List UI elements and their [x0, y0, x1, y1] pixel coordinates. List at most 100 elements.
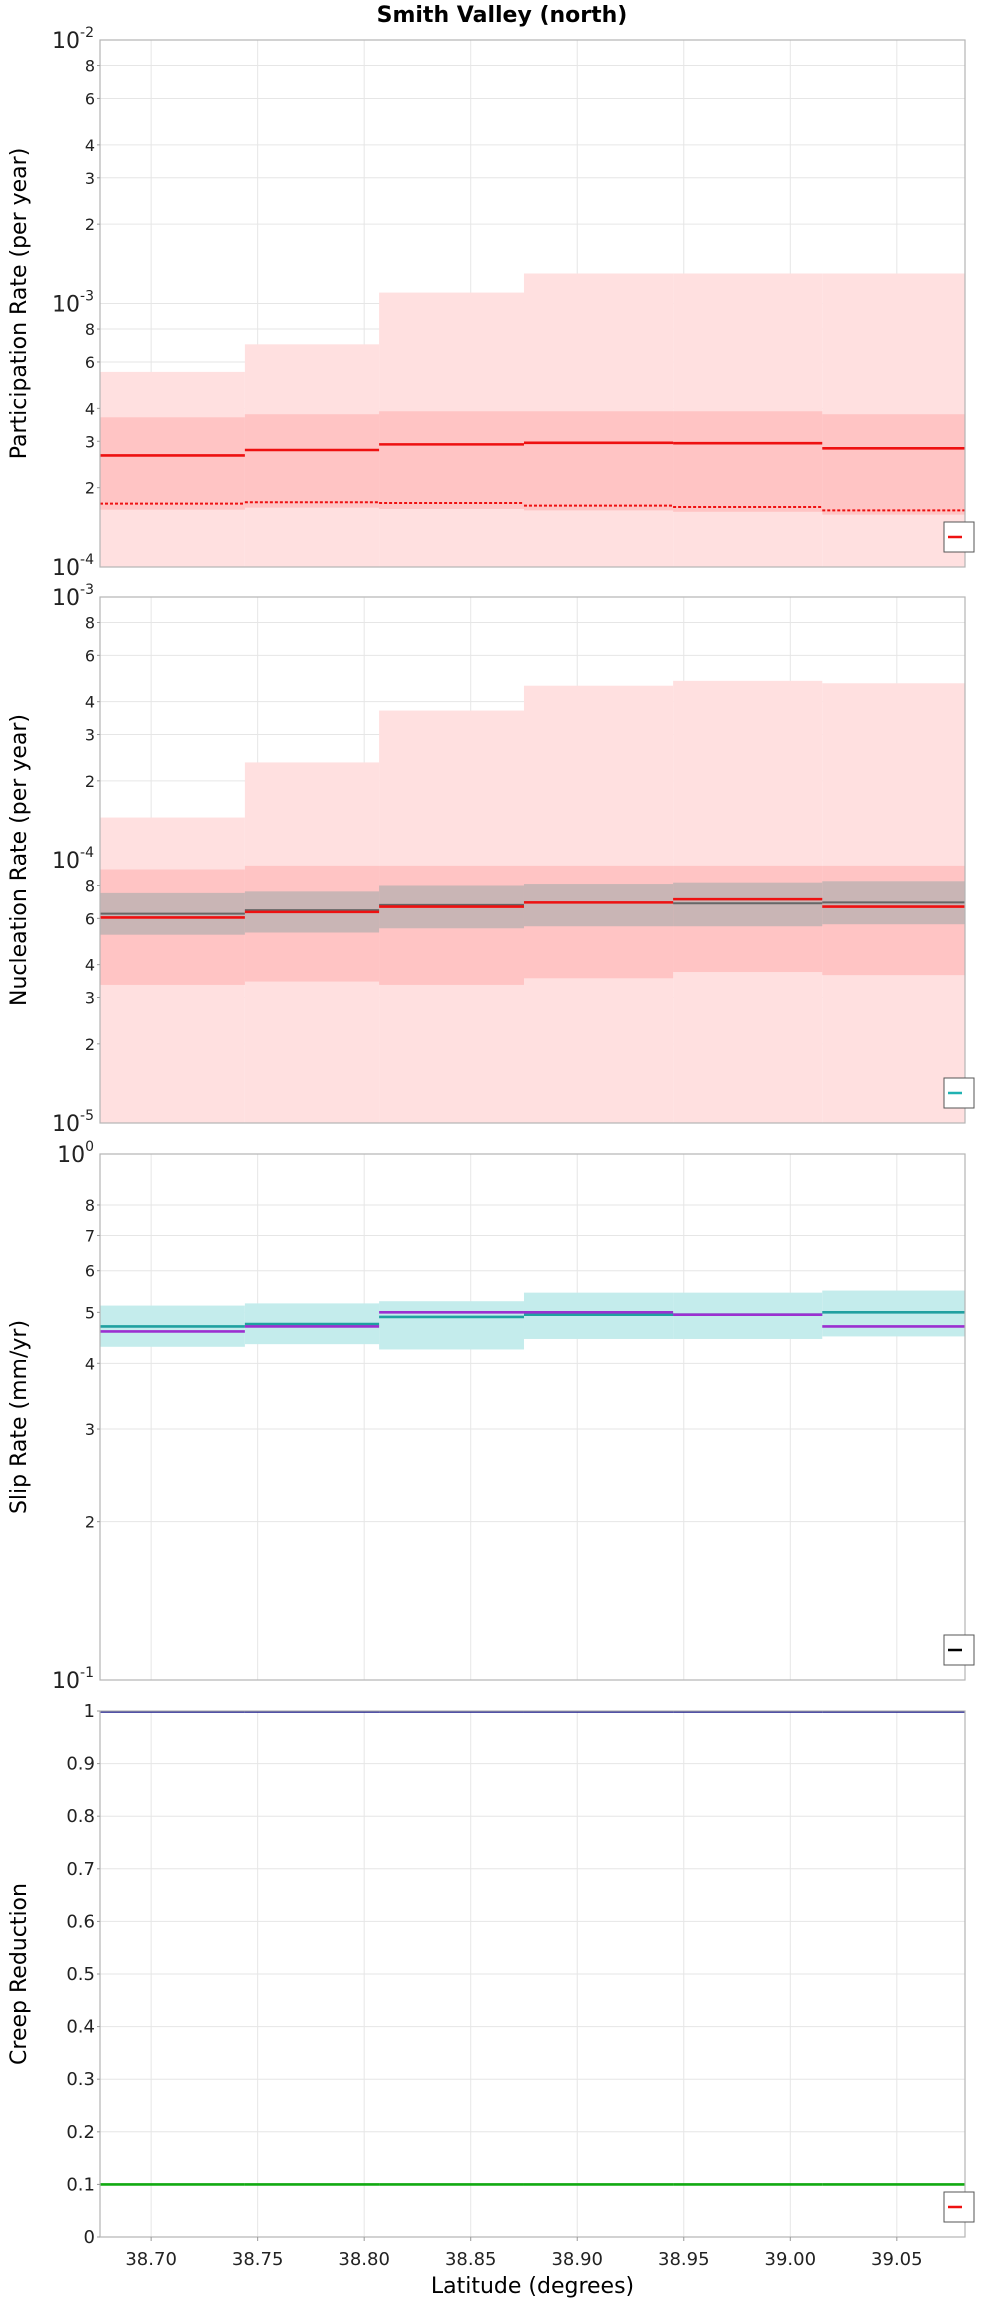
band-segment [244, 414, 380, 508]
y-tick-label: 0.2 [66, 2122, 95, 2143]
y-axis-label: Nucleation Rate (per year) [7, 714, 32, 1006]
y-tick-label: 6 [85, 89, 95, 108]
y-tick-label: 5 [85, 1303, 95, 1322]
band-segment [673, 411, 823, 512]
y-tick-label: 3 [85, 169, 95, 188]
x-tick-label: 39.00 [765, 2249, 817, 2270]
decade-base: 10 [52, 1669, 80, 1694]
y-tick-label: 8 [85, 1196, 95, 1215]
x-tick-label: 38.75 [232, 2249, 284, 2270]
series-lower-bound [100, 501, 965, 512]
decade-exponent: -4 [80, 552, 94, 568]
y-tick-label: 0.1 [66, 2174, 95, 2195]
y-tick-label: 0.3 [66, 2069, 95, 2090]
y-tick-label: 0.5 [66, 1964, 95, 1985]
decade-exponent: 0 [85, 1139, 94, 1155]
figure-title: Smith Valley (north) [377, 3, 628, 28]
band-segment [523, 884, 674, 927]
y-tick-label: 6 [85, 909, 95, 928]
x-tick-label: 38.80 [338, 2249, 390, 2270]
panel-creep: 0 0.1 0.2 0.3 0.4 0.5 0.6 0.7 0.8 0.9 1 Creep Reduc… [7, 1701, 975, 2299]
y-axis-label: Slip Rate (mm/yr) [7, 1320, 32, 1514]
x-tick-label: 38.90 [551, 2249, 603, 2270]
y-decade-label: 10-2 [52, 25, 94, 54]
y-tick-label: 7 [85, 1226, 95, 1245]
x-axis-label: Latitude (degrees) [431, 2274, 634, 2299]
decade-exponent: -5 [80, 1108, 94, 1124]
decade-base: 10 [52, 556, 80, 581]
y-tick-label: 4 [85, 693, 95, 712]
series-solution [100, 1311, 965, 1333]
x-tick-label: 39.05 [871, 2249, 923, 2270]
y-tick-label: 0.4 [66, 2017, 95, 2038]
decade-base: 10 [52, 586, 80, 611]
band-segment [673, 882, 823, 927]
y-decade-label: 10-5 [52, 1108, 94, 1137]
y-tick-label: 4 [85, 1354, 95, 1373]
y-decade-label: 10-1 [52, 1665, 94, 1694]
plot-frame [99, 39, 966, 568]
x-tick-label: 38.85 [445, 2249, 497, 2270]
y-tick-label: 2 [85, 479, 95, 498]
plot-frame [99, 596, 966, 1124]
y-tick-label: 8 [85, 320, 95, 339]
band-segment [379, 411, 524, 510]
y-decade-label: 10-3 [52, 582, 94, 611]
y-tick-label: 6 [85, 646, 95, 665]
y-tick-label: 2 [85, 1513, 95, 1532]
y-tick-label: 4 [85, 136, 95, 155]
band-segment [523, 411, 674, 511]
y-tick-label: 2 [85, 772, 95, 791]
y-tick-label: 0 [84, 2227, 95, 2248]
plot-area [100, 1154, 965, 1680]
series-target [100, 1311, 965, 1328]
band-segment [822, 414, 965, 515]
decade-base: 10 [52, 29, 80, 54]
x-tick-label: 38.95 [658, 2249, 710, 2270]
decade-exponent: -1 [80, 1665, 94, 1681]
band-segment [379, 1301, 524, 1350]
decade-base: 10 [52, 849, 80, 874]
y-tick-label: 3 [85, 432, 95, 451]
y-tick-label: 8 [85, 876, 95, 895]
y-tick-label: 0.9 [66, 1754, 95, 1775]
y-tick-label: 3 [85, 1420, 95, 1439]
y-tick-label: 0.8 [66, 1806, 95, 1827]
y-tick-label: 0.7 [66, 1859, 95, 1880]
decade-base: 10 [52, 1112, 80, 1137]
y-axis-label: Participation Rate (per year) [7, 148, 32, 460]
decade-base: 10 [52, 293, 80, 318]
y-tick-label: 4 [85, 399, 95, 418]
y-tick-label: 6 [85, 1262, 95, 1281]
y-tick-label: 1 [84, 1701, 95, 1722]
y-tick-label: 6 [85, 353, 95, 372]
x-tick-label: 38.70 [125, 2249, 177, 2270]
series-mean [100, 897, 965, 919]
y-decade-label: 100 [57, 1139, 94, 1168]
y-tick-label: 2 [85, 215, 95, 234]
y-tick-label: 4 [85, 956, 95, 975]
y-decade-label: 10-3 [52, 289, 94, 318]
decade-exponent: -4 [80, 845, 94, 861]
decade-exponent: -3 [80, 289, 94, 305]
y-tick-label: 8 [85, 57, 95, 76]
y-tick-label: 8 [85, 613, 95, 632]
plot-frame [99, 1153, 966, 1681]
series-mean [100, 441, 965, 457]
y-tick-label: 0.6 [66, 1911, 95, 1932]
y-tick-label: 2 [85, 1035, 95, 1054]
y-decade-label: 10-4 [52, 845, 94, 874]
y-axis-label: Creep Reduction [7, 1883, 32, 2065]
band-1 [100, 411, 965, 515]
band-segment [100, 417, 245, 510]
decade-exponent: -2 [80, 25, 94, 41]
decade-exponent: -3 [80, 582, 94, 598]
y-decade-label: 10-4 [52, 552, 94, 581]
y-tick-label: 3 [85, 989, 95, 1008]
decade-base: 10 [57, 1143, 85, 1168]
y-tick-label: 3 [85, 726, 95, 745]
